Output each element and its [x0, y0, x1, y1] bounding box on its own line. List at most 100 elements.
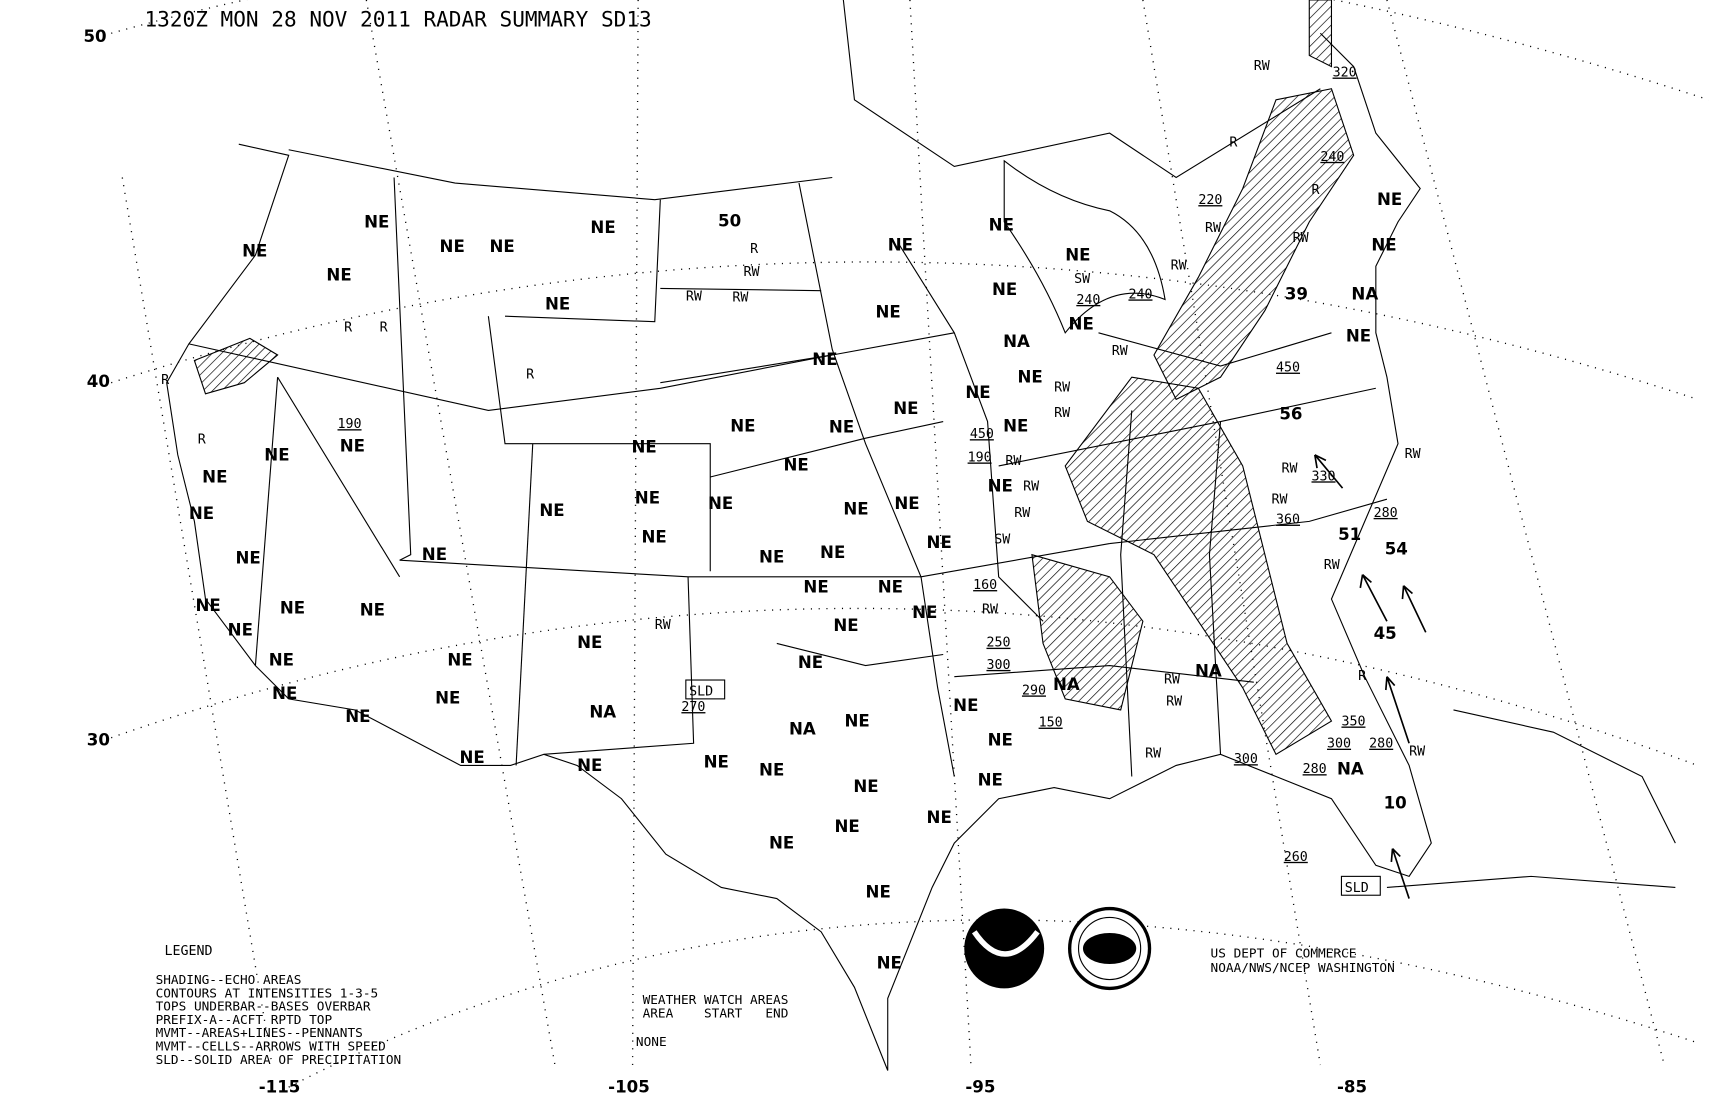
- svg-text:NE: NE: [829, 418, 854, 437]
- svg-text:250: 250: [986, 636, 1010, 651]
- svg-text:NA: NA: [1351, 285, 1378, 304]
- svg-text:CONTOURS AT INTENSITIES 1-3-5: CONTOURS AT INTENSITIES 1-3-5: [156, 986, 379, 1001]
- svg-text:SLD: SLD: [1345, 881, 1369, 896]
- svg-text:NONE: NONE: [636, 1035, 667, 1050]
- cell-speed-labels: 50 39 56 51 54 45 10: [718, 211, 1408, 812]
- svg-text:NE: NE: [1003, 417, 1028, 436]
- svg-text:NE: NE: [833, 616, 858, 635]
- svg-text:R: R: [526, 367, 534, 382]
- svg-text:NE: NE: [844, 712, 869, 731]
- svg-text:350: 350: [1341, 715, 1365, 730]
- svg-text:SLD--SOLID AREA OF PRECIPITATI: SLD--SOLID AREA OF PRECIPITATION: [156, 1053, 402, 1068]
- svg-text:190: 190: [968, 450, 992, 465]
- svg-text:NE: NE: [242, 241, 267, 260]
- svg-text:NE: NE: [272, 684, 297, 703]
- longitude-labels: -115 -105 -95 -85: [259, 1078, 1367, 1097]
- echo-areas: [193, 0, 1355, 756]
- svg-text:NE: NE: [1371, 236, 1396, 255]
- svg-text:NE: NE: [264, 445, 289, 464]
- svg-text:NA: NA: [789, 719, 816, 738]
- svg-text:NE: NE: [893, 399, 918, 418]
- svg-text:NA: NA: [1195, 662, 1222, 681]
- latitude-labels: 50 40 30: [83, 27, 109, 749]
- svg-text:NE: NE: [876, 302, 901, 321]
- svg-text:300: 300: [1234, 752, 1258, 767]
- svg-text:270: 270: [681, 700, 705, 715]
- svg-text:NE: NE: [1065, 246, 1090, 265]
- svg-text:240: 240: [1128, 287, 1152, 302]
- svg-text:NE: NE: [927, 808, 952, 827]
- svg-text:RW: RW: [1014, 506, 1030, 521]
- svg-text:45: 45: [1374, 624, 1397, 643]
- svg-text:NE: NE: [422, 545, 447, 564]
- svg-text:RW: RW: [1023, 479, 1039, 494]
- nws-logo: [1067, 906, 1152, 991]
- svg-text:NE: NE: [280, 598, 305, 617]
- svg-text:NE: NE: [978, 770, 1003, 789]
- svg-text:10: 10: [1384, 794, 1407, 813]
- svg-text:NE: NE: [759, 547, 784, 566]
- svg-text:300: 300: [1327, 737, 1351, 752]
- svg-text:NE: NE: [992, 280, 1017, 299]
- svg-text:50: 50: [718, 211, 741, 230]
- svg-text:NE: NE: [489, 237, 514, 256]
- svg-text:RW: RW: [1254, 59, 1270, 74]
- svg-text:RW: RW: [1272, 493, 1288, 508]
- svg-text:R: R: [198, 433, 206, 448]
- svg-text:NE: NE: [641, 527, 666, 546]
- svg-text:RW: RW: [1164, 672, 1180, 687]
- svg-text:RW: RW: [1145, 747, 1161, 762]
- svg-text:US DEPT OF COMMERCE: US DEPT OF COMMERCE: [1211, 946, 1357, 961]
- svg-text:NE: NE: [269, 651, 294, 670]
- svg-text:160: 160: [973, 578, 997, 593]
- svg-text:NE: NE: [877, 953, 902, 972]
- svg-text:30: 30: [87, 730, 110, 749]
- svg-text:1320Z MON 28 NOV 2011 RADAR SU: 1320Z MON 28 NOV 2011 RADAR SUMMARY SD13: [144, 7, 651, 32]
- svg-text:290: 290: [1022, 683, 1046, 698]
- svg-text:NE: NE: [635, 489, 660, 508]
- graticule: [110, 0, 1709, 1088]
- svg-text:150: 150: [1039, 716, 1063, 731]
- svg-text:300: 300: [986, 658, 1010, 673]
- svg-text:NE: NE: [888, 236, 913, 255]
- svg-text:RW: RW: [1282, 462, 1298, 477]
- svg-text:RW: RW: [1005, 454, 1021, 469]
- svg-text:NE: NE: [326, 266, 351, 285]
- svg-text:NA: NA: [589, 703, 616, 722]
- svg-text:-105: -105: [608, 1078, 650, 1097]
- svg-text:NE: NE: [235, 549, 260, 568]
- svg-text:NE: NE: [878, 577, 903, 596]
- svg-text:-115: -115: [259, 1078, 301, 1097]
- svg-text:NE: NE: [360, 601, 385, 620]
- svg-text:R: R: [344, 321, 352, 336]
- svg-text:50: 50: [83, 27, 106, 46]
- svg-text:NE: NE: [196, 596, 221, 615]
- svg-text:240: 240: [1320, 150, 1344, 165]
- noaa-logo: [964, 908, 1045, 989]
- svg-text:NE: NE: [730, 417, 755, 436]
- svg-text:RW: RW: [1293, 231, 1309, 246]
- svg-text:NE: NE: [834, 817, 859, 836]
- svg-text:NE: NE: [783, 455, 808, 474]
- svg-text:NE: NE: [708, 494, 733, 513]
- svg-text:NE: NE: [912, 603, 937, 622]
- svg-text:NA: NA: [1053, 675, 1080, 694]
- svg-text:240: 240: [1076, 293, 1100, 308]
- svg-text:NE: NE: [988, 476, 1013, 495]
- svg-text:RW: RW: [1405, 447, 1421, 462]
- svg-text:NE: NE: [340, 436, 365, 455]
- solid-precip-boxes: SLD SLD: [685, 679, 1381, 896]
- svg-text:NE: NE: [460, 748, 485, 767]
- svg-text:NE: NE: [447, 651, 472, 670]
- svg-text:NE: NE: [1069, 314, 1094, 333]
- svg-text:AREA START END: AREA START END: [643, 1006, 789, 1021]
- svg-text:NE: NE: [577, 756, 602, 775]
- svg-text:NE: NE: [769, 834, 794, 853]
- svg-text:54: 54: [1385, 540, 1408, 559]
- svg-text:450: 450: [1276, 361, 1300, 376]
- svg-text:RW: RW: [1054, 381, 1070, 396]
- svg-text:NE: NE: [345, 707, 370, 726]
- svg-text:RW: RW: [982, 602, 998, 617]
